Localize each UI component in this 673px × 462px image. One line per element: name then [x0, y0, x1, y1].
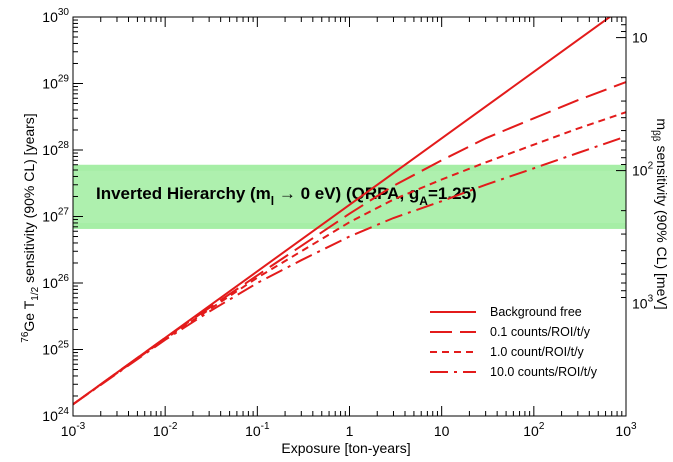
x-tick-label: 10	[434, 423, 450, 439]
legend-label-2: 0.1 counts/ROI/t/y	[490, 325, 591, 339]
y2-tick-label: 102	[632, 161, 654, 179]
band-label-sub-l: l	[271, 194, 274, 208]
y-tick-label: 1027	[42, 207, 69, 225]
y2-tick-label: 103	[632, 294, 654, 312]
x-tick-label: 103	[615, 421, 637, 439]
band-label-part-3: =1.25)	[428, 184, 477, 203]
axes-layer: 10-3 10-2 10-1 1 10 102 103 1024 1025 1026 1027 102…	[42, 7, 653, 439]
y-tick-label: 1030	[42, 7, 69, 25]
series-layer	[73, 17, 626, 406]
x-tick-label: 1	[346, 423, 354, 439]
x-axis-title: Exposure [ton-years]	[281, 440, 410, 456]
band-label-part-1: Inverted Hierarchy (m	[96, 184, 271, 203]
x-tick-label: 10-1	[245, 421, 270, 439]
y-tick-label: 1028	[42, 140, 69, 158]
series-line-4	[73, 135, 626, 406]
band-label-sub-a: A	[419, 194, 428, 208]
inverted-hierarchy-band-layer	[73, 164, 626, 229]
legend: Background free 0.1 counts/ROI/t/y 1.0 cou…	[430, 305, 598, 379]
series-line-2	[73, 81, 626, 406]
y2-tick-label: 10	[632, 30, 648, 46]
y-tick-label: 1025	[42, 340, 69, 358]
inverted-hierarchy-label: Inverted Hierarchy (ml → 0 eV) (QRPA, gA…	[96, 184, 477, 208]
band-label-part-2: → 0 eV) (QRPA, g	[274, 184, 419, 203]
band-label-layer: Inverted Hierarchy (ml → 0 eV) (QRPA, gA…	[96, 184, 477, 208]
y-tick-label: 1026	[42, 273, 69, 291]
x-tick-label: 10-2	[153, 421, 178, 439]
legend-label-4: 10.0 counts/ROI/t/y	[490, 365, 598, 379]
legend-label-1: Background free	[490, 305, 582, 319]
x-tick-label: 102	[523, 421, 545, 439]
y-axis-title: 76Ge T1/2 sensitivity (90% CL) [years]	[20, 113, 41, 342]
series-line-3	[73, 111, 626, 406]
x-tick-label: 10-3	[61, 421, 86, 439]
y-tick-label: 1024	[42, 406, 69, 424]
legend-label-3: 1.0 count/ROI/t/y	[490, 345, 585, 359]
y2-axis-title: mββ sensitivity (90% CL) [meV]	[650, 118, 670, 309]
y-tick-label: 1029	[42, 74, 69, 92]
